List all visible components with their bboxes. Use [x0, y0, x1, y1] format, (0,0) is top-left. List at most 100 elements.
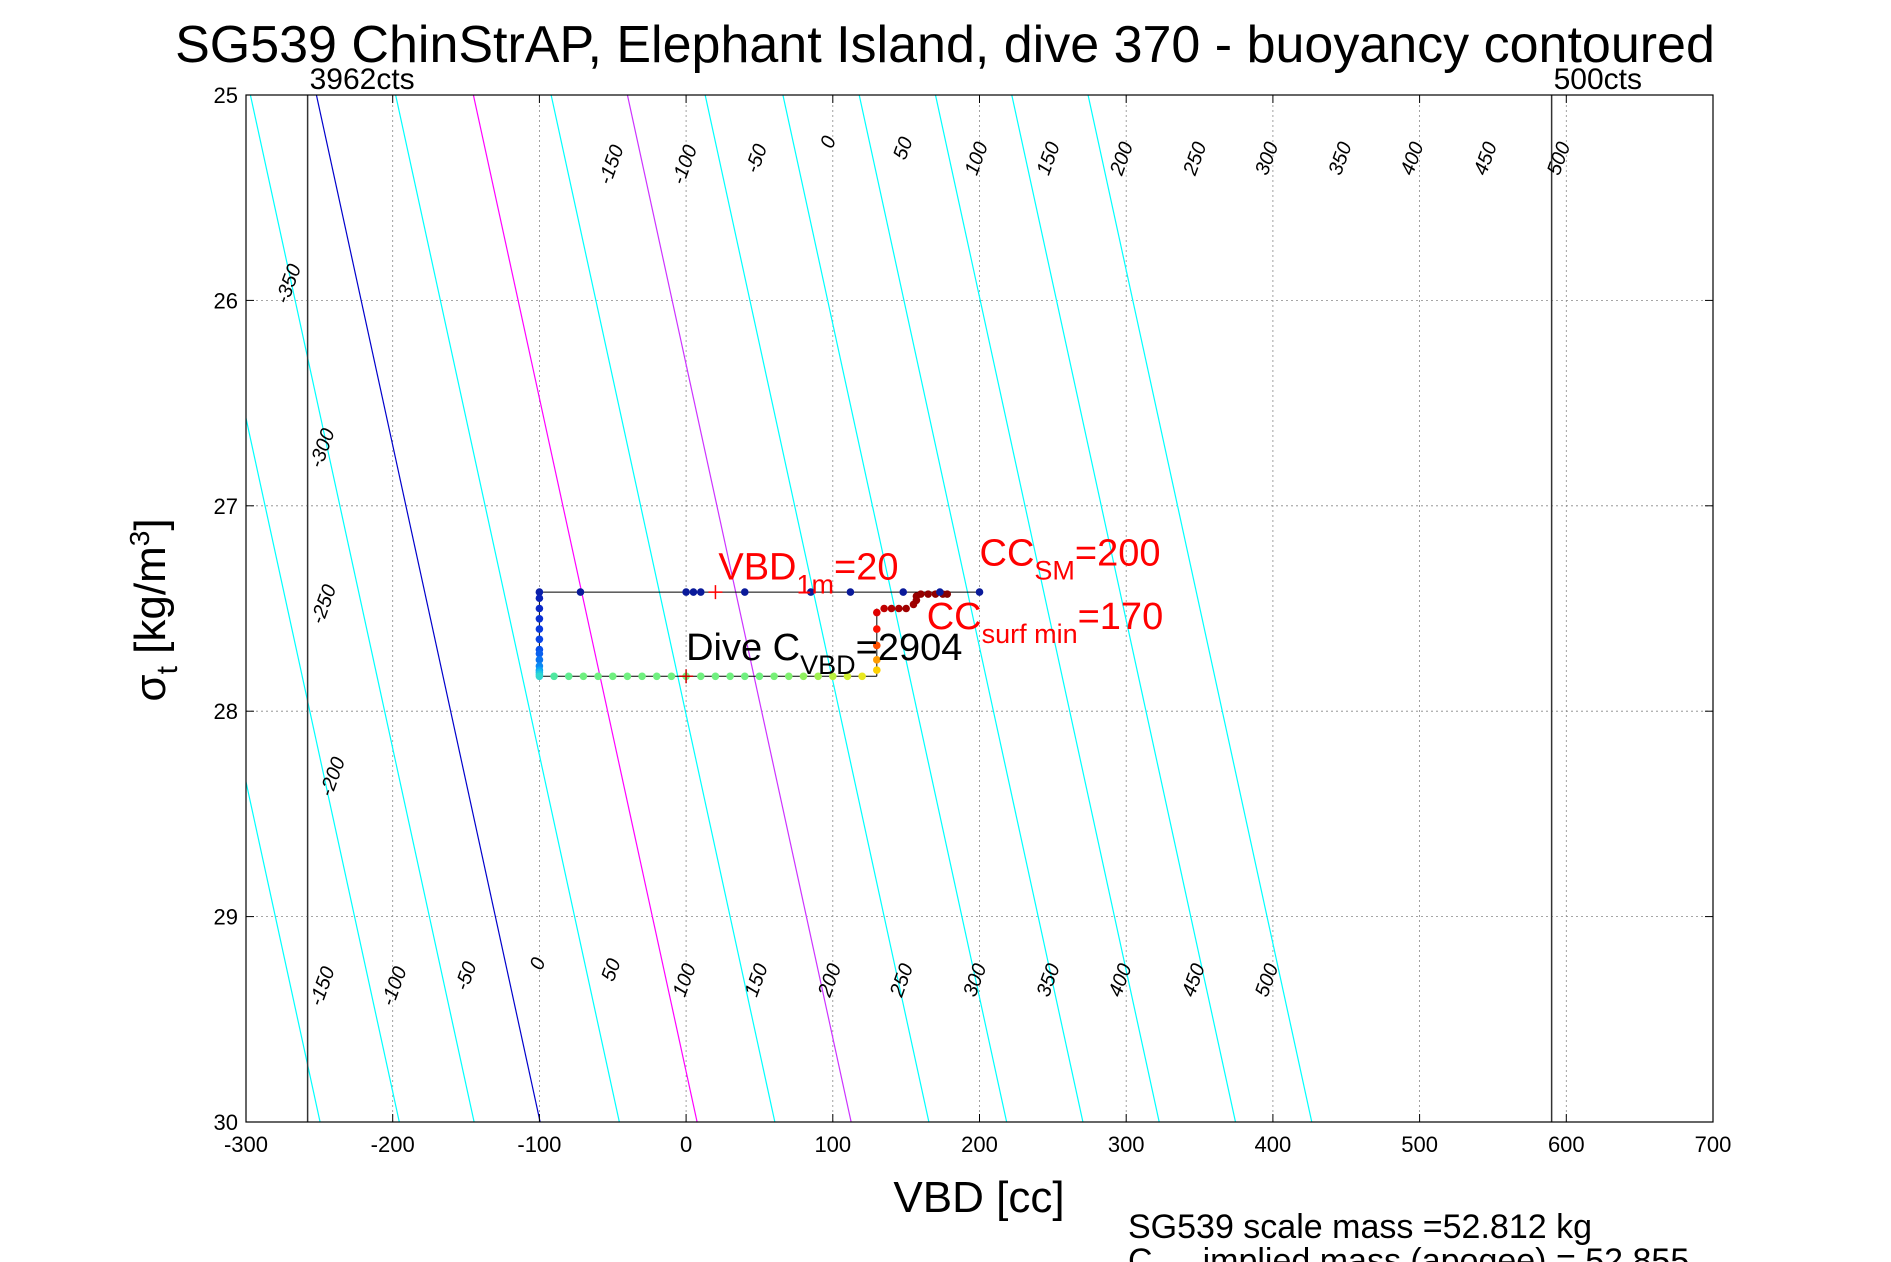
contour-line: [626, 95, 852, 1122]
x-tick-label: 400: [1255, 1132, 1292, 1157]
x-tick-label: 100: [814, 1132, 851, 1157]
contour-label: 500: [1251, 961, 1283, 1000]
data-point: [770, 672, 778, 681]
x-tick-label: 200: [961, 1132, 998, 1157]
contour-label: 50: [889, 134, 917, 162]
data-point: [594, 672, 602, 681]
data-point: [535, 614, 544, 623]
footer-c-symbol: C: [1128, 1242, 1153, 1262]
data-point: [799, 672, 808, 681]
data-point: [623, 672, 632, 681]
data-point: [608, 672, 617, 681]
contour-line: [395, 95, 620, 1122]
data-point: [682, 588, 690, 596]
contour-label: 400: [1396, 139, 1428, 178]
data-point: [873, 625, 881, 633]
data-point: [726, 672, 734, 681]
contour-label: 200: [814, 961, 846, 1001]
data-point: [873, 641, 881, 650]
contour-line: [1011, 95, 1237, 1122]
data-point: [858, 672, 866, 681]
data-point: [535, 656, 544, 664]
contour-line: [246, 415, 400, 1122]
data-point: [895, 604, 903, 613]
svg-text:σt [kg/m3]: σt [kg/m3]: [124, 518, 184, 701]
y-tick-label: 25: [214, 83, 238, 108]
data-point: [535, 649, 544, 658]
data-point: [943, 590, 952, 598]
data-point: [579, 672, 588, 681]
contour-line: [704, 95, 930, 1122]
data-point: [696, 672, 705, 681]
contour-labels: -350-300-250-200-150-150 -100 -50 0 50 100 150…: [272, 133, 1576, 1009]
contour-label: -150: [305, 964, 339, 1009]
contour-line: [246, 779, 321, 1122]
contour-line: [858, 95, 1084, 1122]
x-tick-label: -300: [224, 1132, 268, 1157]
contour-label: 200: [1106, 139, 1138, 179]
contour-label: 350: [1325, 139, 1357, 178]
buoyancy-contours: [0, 95, 1313, 1122]
contour-label: 0: [526, 955, 550, 973]
data-point: [873, 666, 881, 674]
data-point: [899, 588, 908, 596]
y-tick-label: 27: [214, 494, 238, 519]
data-point: [576, 588, 585, 596]
grid: [245, 94, 1714, 1123]
data-point: [936, 588, 944, 596]
contour-label: -50: [741, 141, 772, 176]
contour-line: [0, 95, 68, 1122]
data-point: [887, 604, 896, 613]
data-point: [550, 672, 558, 681]
plus-marker: [679, 669, 694, 684]
contour-label: 150: [1033, 139, 1065, 178]
x-tick-label: 700: [1695, 1132, 1732, 1157]
data-point: [652, 672, 661, 681]
data-point: [814, 672, 822, 681]
data-point: [535, 604, 544, 613]
x-tick-label: 500: [1401, 1132, 1438, 1157]
contour-label: -300: [305, 426, 339, 471]
contour-label: 100: [961, 139, 993, 178]
x-tick-label: 600: [1548, 1132, 1585, 1157]
contour-line: [934, 95, 1160, 1122]
annotation-ccsm: CCSM=200: [980, 532, 1161, 585]
contour-label: -150: [594, 142, 628, 187]
contour-label: 450: [1470, 139, 1502, 178]
plus-marker: [708, 585, 723, 600]
contour-line: [472, 95, 698, 1122]
data-point: [711, 672, 720, 681]
contour-label: 250: [886, 961, 918, 1001]
annotation-ccsurf: CCsurf min=170: [927, 596, 1164, 649]
y-axis-label: σt [kg/m3]: [124, 518, 184, 701]
contour-label: 500: [1543, 139, 1575, 178]
dive-trajectory: [535, 585, 984, 684]
data-point: [873, 656, 881, 664]
data-point: [924, 590, 932, 598]
contour-label: -50: [451, 959, 482, 994]
y-tick-label: 29: [214, 905, 238, 930]
data-point: [535, 635, 544, 644]
contour-label: 0: [816, 133, 840, 151]
vbd-limit-lines: 3962cts 500cts: [306, 63, 1642, 1122]
contour-label: -100: [377, 964, 411, 1009]
x-tick-label: -100: [517, 1132, 561, 1157]
y-axis-label-sub: t: [151, 665, 184, 674]
data-point: [696, 588, 705, 596]
data-point: [917, 590, 925, 598]
limit-line-label: 500cts: [1554, 63, 1642, 96]
data-point: [829, 672, 837, 681]
contour-label: -350: [272, 261, 306, 306]
y-axis-label-unit: [kg/m: [126, 546, 175, 654]
data-point: [873, 608, 881, 617]
data-point: [564, 672, 573, 681]
x-tick-label: 300: [1108, 1132, 1145, 1157]
contour-line: [8, 95, 232, 1122]
limit-line-label: 3962cts: [310, 63, 415, 96]
data-point: [667, 672, 676, 681]
contour-label: 350: [1033, 961, 1065, 1000]
data-point: [755, 672, 764, 681]
y-tick-label: 28: [214, 699, 238, 724]
